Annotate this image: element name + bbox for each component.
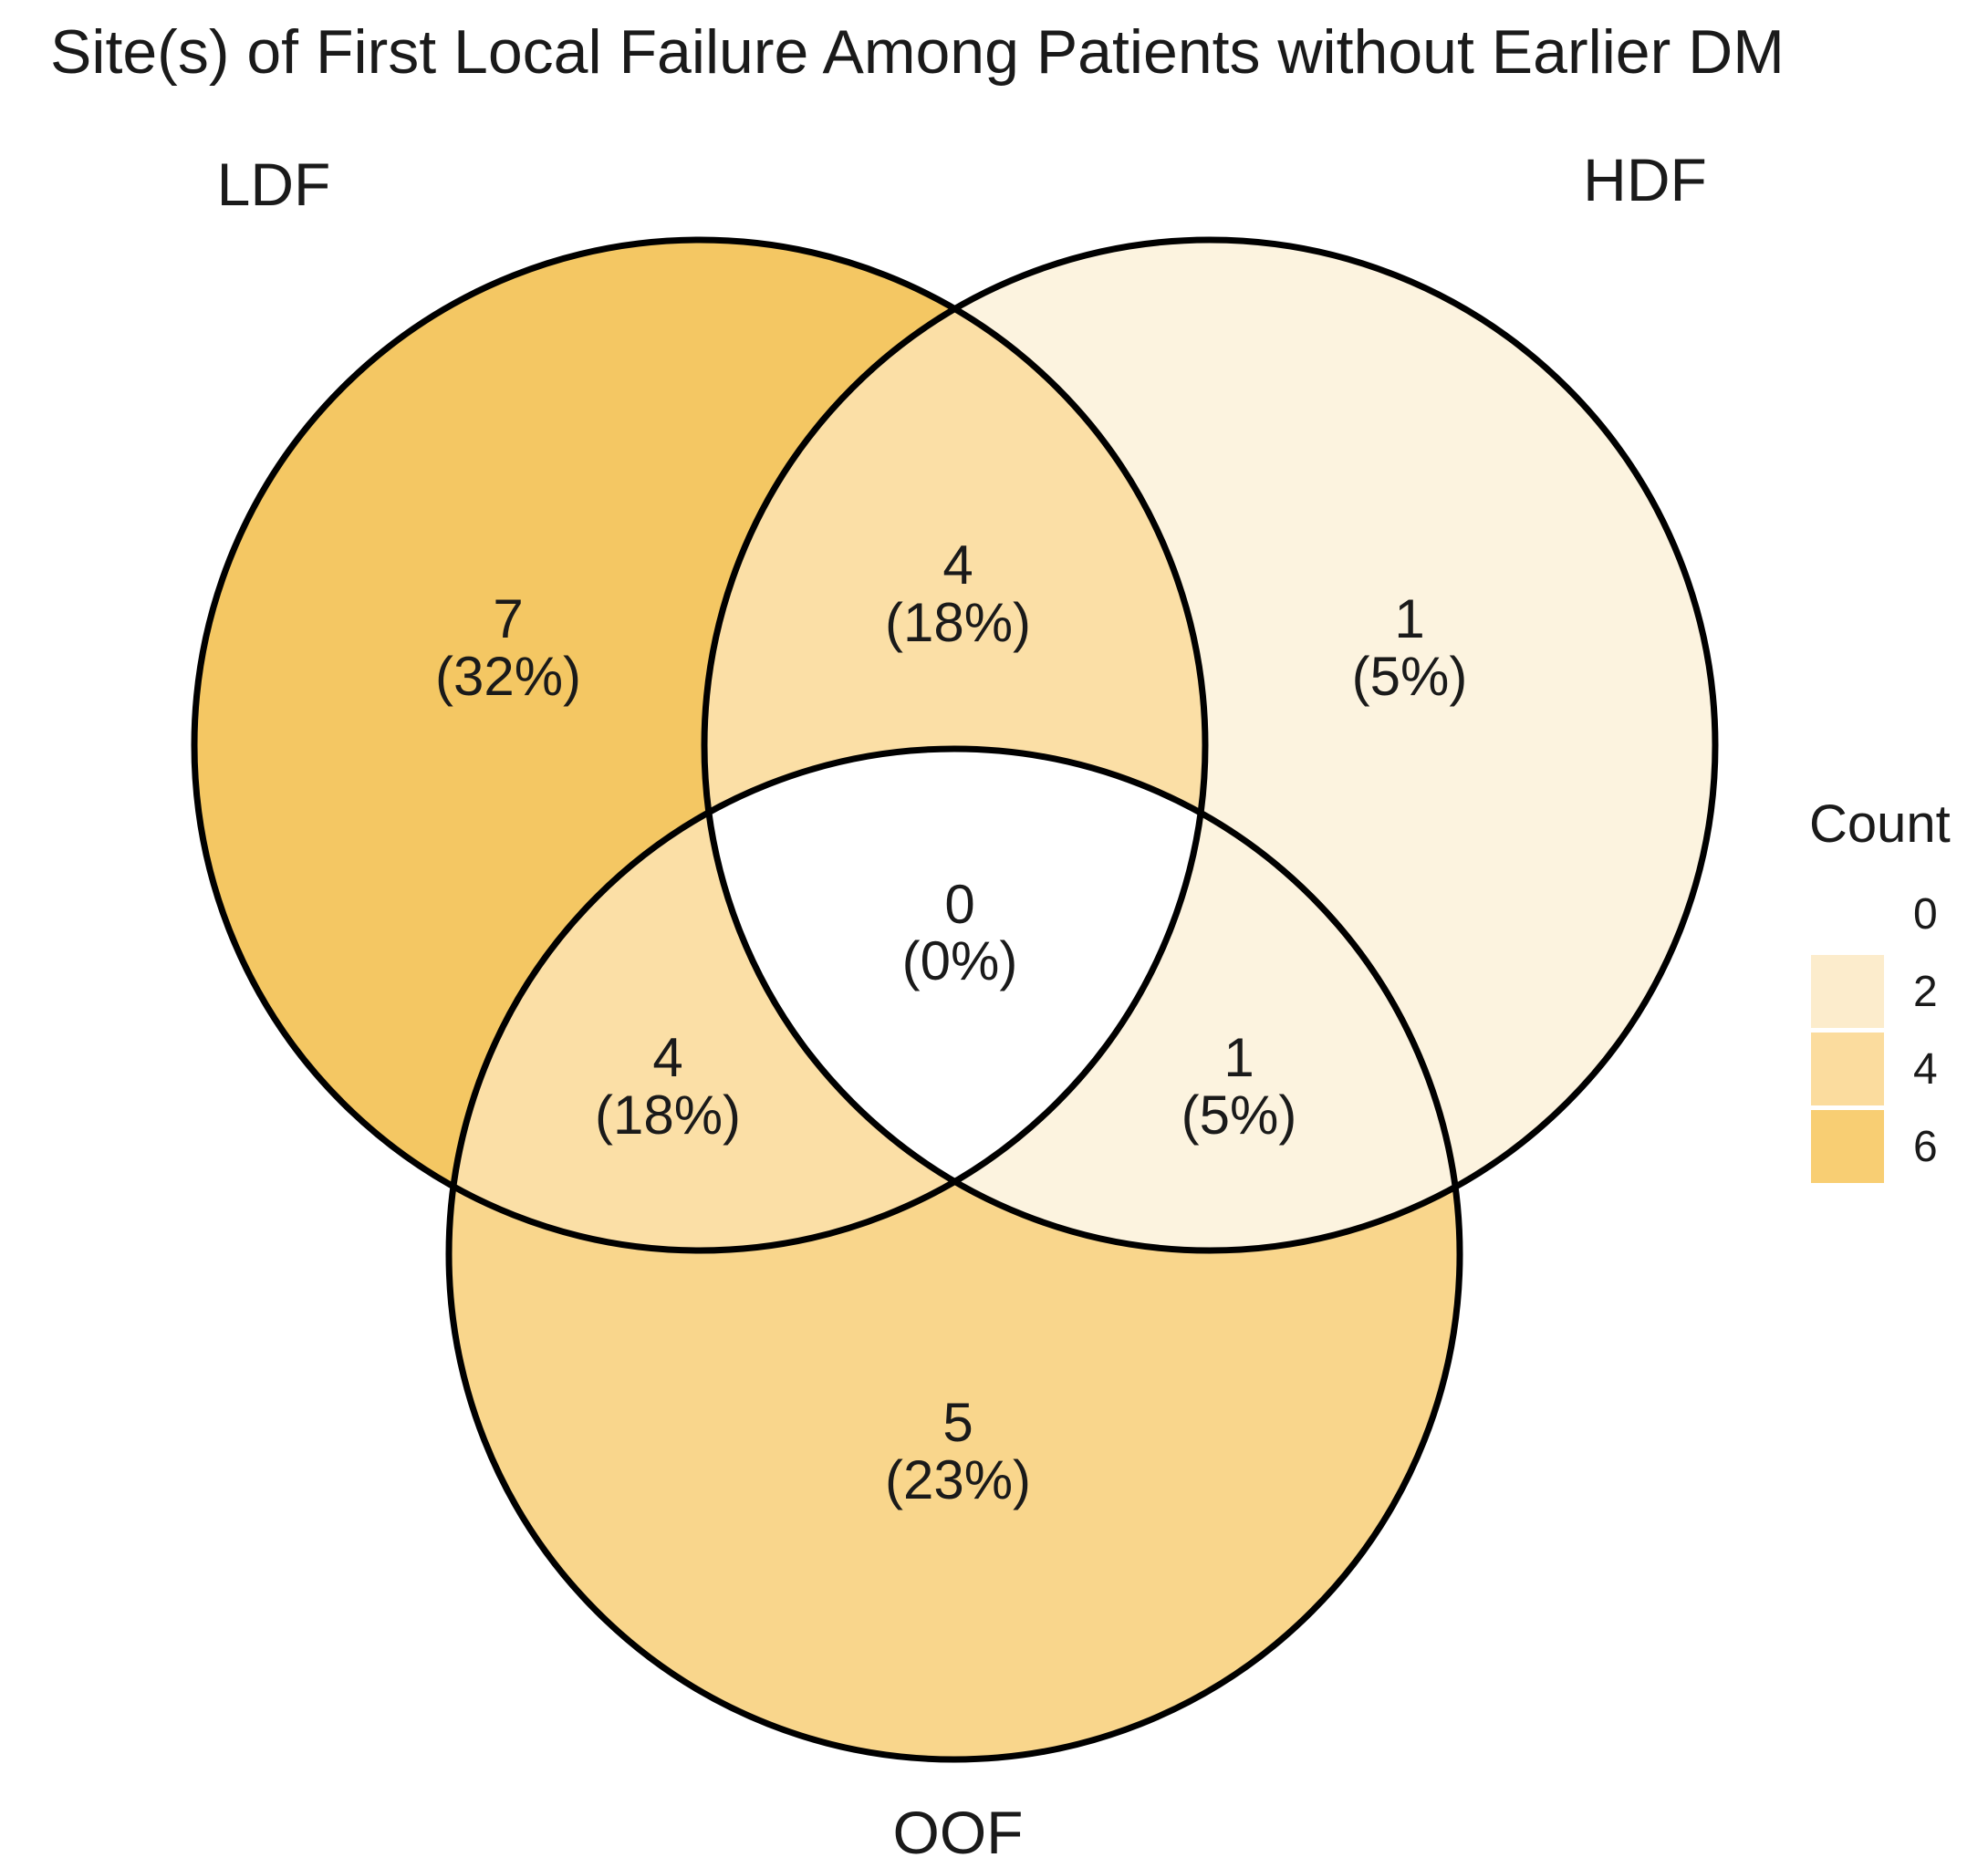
legend-swatch-0 xyxy=(1811,877,1884,950)
oof-circle-outline xyxy=(445,745,1463,1763)
legend-swatch-2 xyxy=(1811,955,1884,1028)
set-label-hdf: HDF xyxy=(1583,146,1707,213)
legend-title: Count xyxy=(1809,794,1951,854)
legend-swatch-6 xyxy=(1811,1110,1884,1183)
chart-title: Site(s) of First Local Failure Among Pat… xyxy=(50,17,1785,87)
region-ldf-oof-pct: (18%) xyxy=(595,1084,741,1146)
legend-tick-0: 0 xyxy=(1913,890,1938,939)
set-label-ldf: LDF xyxy=(217,150,331,218)
hdf-circle-outline xyxy=(701,236,1719,1254)
region-ldf-hdf-count: 4 xyxy=(942,534,973,596)
legend-tick-6: 6 xyxy=(1913,1123,1938,1171)
legend-swatch-4 xyxy=(1811,1033,1884,1105)
region-ldf-oof-fill xyxy=(449,749,1205,1251)
region-ldf-only-count: 7 xyxy=(493,588,523,649)
region-hdf-oof-pct: (5%) xyxy=(1181,1084,1297,1146)
legend-tick-2: 2 xyxy=(1913,968,1938,1016)
set-label-oof: OOF xyxy=(893,1799,1024,1866)
region-ldf-only-pct: (32%) xyxy=(435,646,581,707)
ldf-circle-outline xyxy=(191,236,1209,1254)
region-oof-only-count: 5 xyxy=(942,1392,973,1453)
region-hdf-only-count: 1 xyxy=(1394,588,1424,649)
region-center-count: 0 xyxy=(944,874,974,935)
region-hdf-only-pct: (5%) xyxy=(1352,646,1468,707)
region-hdf-oof-count: 1 xyxy=(1223,1027,1254,1088)
legend: Count 0 2 4 6 xyxy=(1809,794,1951,1183)
region-center-pct: (0%) xyxy=(902,930,1018,991)
region-ldf-hdf-pct: (18%) xyxy=(885,592,1031,653)
region-oof-only-pct: (23%) xyxy=(885,1449,1031,1510)
legend-tick-4: 4 xyxy=(1913,1045,1938,1094)
region-ldf-oof-count: 4 xyxy=(652,1027,682,1088)
region-hdf-oof-fill xyxy=(704,749,1460,1251)
